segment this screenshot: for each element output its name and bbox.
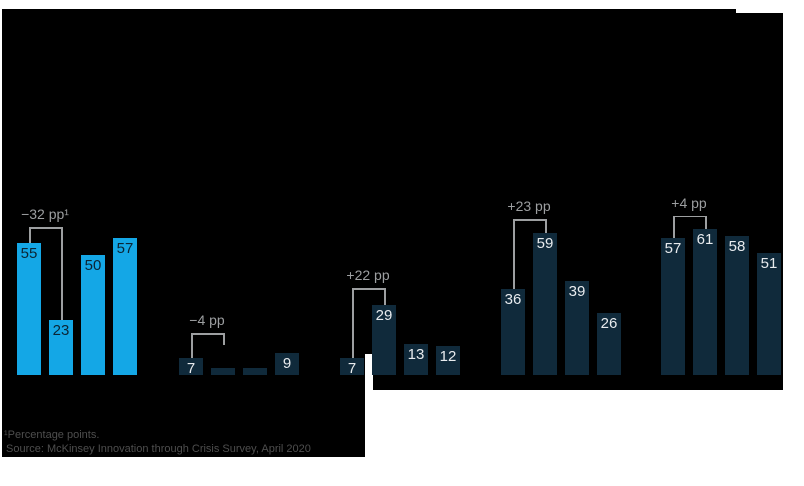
bar-value-label: 59 <box>536 235 554 253</box>
bar-value-label: 29 <box>375 307 393 325</box>
bar: 13 <box>404 343 428 375</box>
bar: 50 <box>81 255 105 375</box>
bar: 12 <box>436 346 460 375</box>
chart-footnote: ¹Percentage points. <box>4 429 100 441</box>
bracket-line-horizontal <box>29 227 61 229</box>
bracket-line-right-drop <box>223 333 225 345</box>
bar: 61 <box>693 228 717 375</box>
bar: 7 <box>179 358 203 378</box>
bar: 36 <box>501 288 525 375</box>
bar-value-label: 50 <box>84 257 102 274</box>
bar-value-label: 57 <box>664 240 682 258</box>
bar-value-label: 61 <box>696 230 714 248</box>
bar-value-label: 58 <box>728 237 746 255</box>
bar-value-label: 7 <box>347 360 357 378</box>
bar-value-label: 36 <box>504 290 522 308</box>
delta-pp-annotation: +23 pp <box>507 198 551 215</box>
delta-pp-annotation: −32 pp¹ <box>21 206 69 222</box>
bracket-line-right-drop <box>384 288 386 306</box>
bar-value-label: 39 <box>568 283 586 301</box>
bar <box>211 367 235 375</box>
bar-value-label: 51 <box>760 254 778 272</box>
bracket-line-left-drop <box>352 288 354 359</box>
bracket-line-horizontal <box>673 215 705 218</box>
chart-canvas-gap-column <box>365 9 373 354</box>
bar: 58 <box>725 235 749 375</box>
bar-value-label: 55 <box>20 245 38 262</box>
bar-value-label: 57 <box>116 240 134 258</box>
delta-pp-annotation: +4 pp <box>671 194 707 211</box>
bar <box>243 367 267 375</box>
bracket-line-right-drop <box>705 215 707 229</box>
bracket-line-left-drop <box>191 333 193 359</box>
bar: 29 <box>372 305 396 375</box>
bracket-line-right-drop <box>545 219 547 234</box>
chart-canvas-left <box>2 9 365 457</box>
bar-value-label: 9 <box>282 355 292 373</box>
bar: 57 <box>113 238 137 375</box>
delta-pp-annotation: −4 pp <box>189 312 225 329</box>
bar-value-label: 7 <box>186 360 196 378</box>
delta-pp-annotation: +22 pp <box>346 267 390 284</box>
bracket-line-left-drop <box>29 227 31 243</box>
bar: 51 <box>757 252 781 375</box>
bar: 7 <box>340 358 364 378</box>
bracket-line-left-drop <box>673 215 675 239</box>
bracket-line-right-drop <box>61 227 63 320</box>
bar: 59 <box>533 233 557 375</box>
bar-value-label: 23 <box>52 321 70 339</box>
bracket-line-horizontal <box>352 288 384 290</box>
bar-value-label: 12 <box>439 348 457 366</box>
top-right-white-notch <box>736 0 783 13</box>
bracket-line-horizontal <box>191 333 223 335</box>
bar: 26 <box>597 312 621 375</box>
bar-value-label: 26 <box>600 314 618 332</box>
bar: 39 <box>565 281 589 375</box>
bar: 9 <box>275 353 299 375</box>
bar: 55 <box>17 243 41 375</box>
bracket-line-horizontal <box>513 219 545 221</box>
chart-source: Source: McKinsey Innovation through Cris… <box>6 443 311 455</box>
bracket-line-left-drop <box>513 219 515 289</box>
bar-value-label: 13 <box>407 345 425 363</box>
bar: 23 <box>49 319 73 375</box>
bar: 57 <box>661 238 685 375</box>
